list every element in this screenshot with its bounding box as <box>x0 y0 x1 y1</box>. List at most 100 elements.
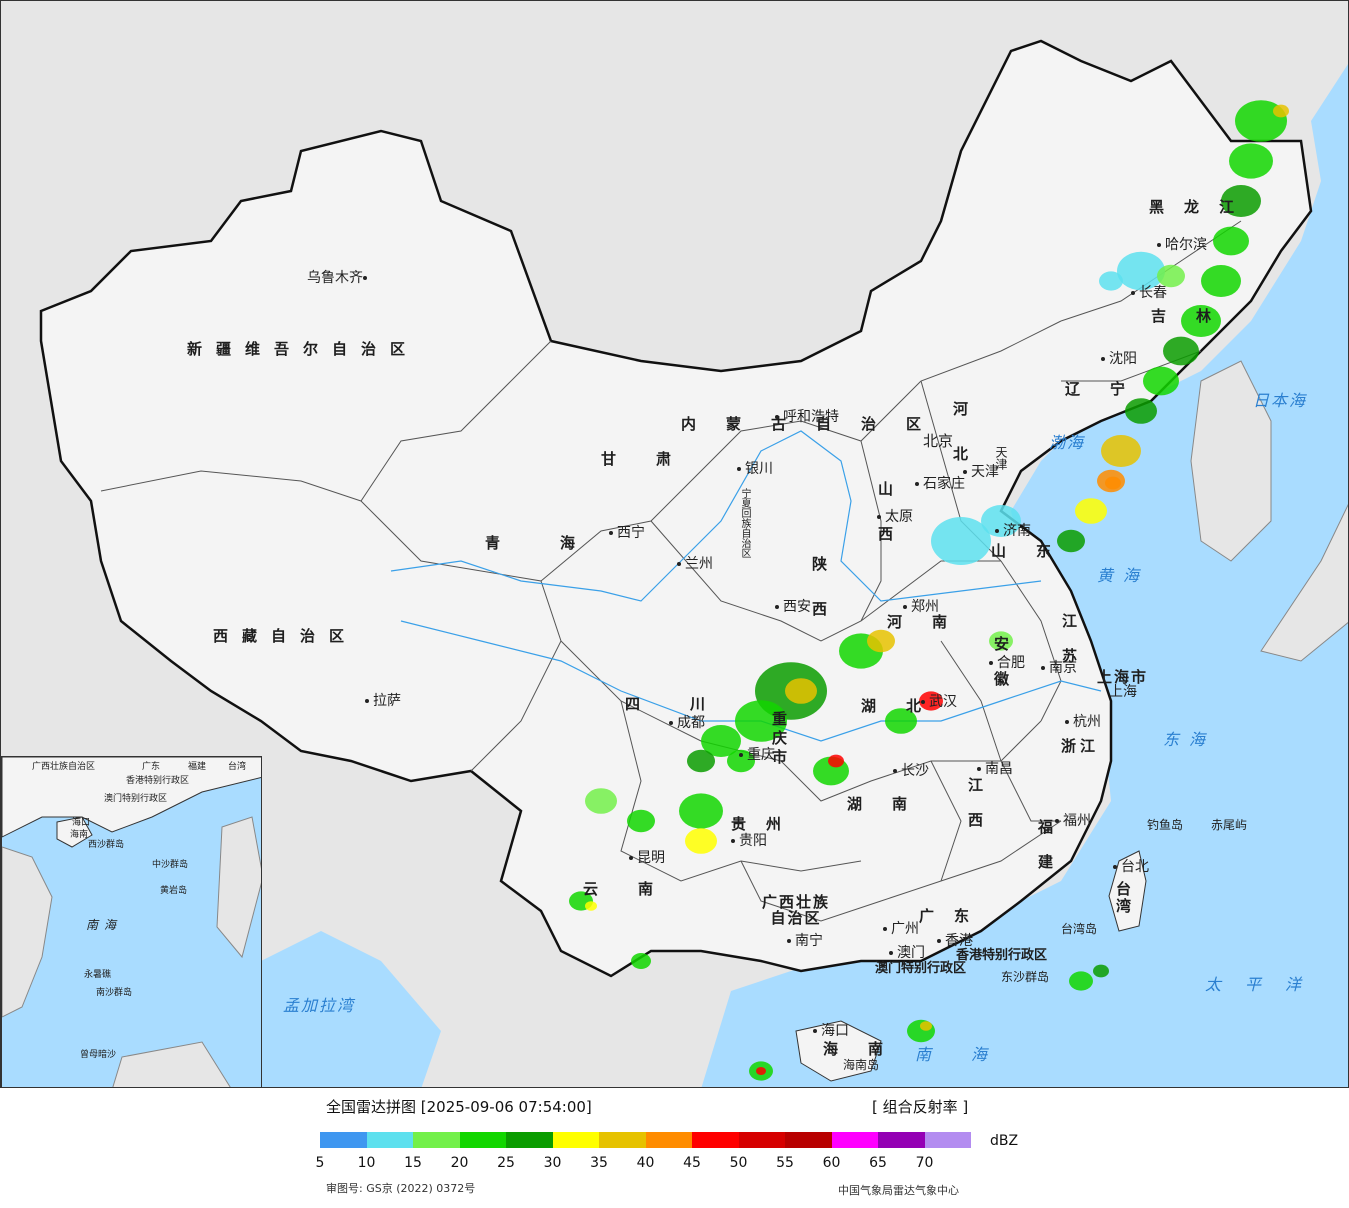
radar-echo <box>631 953 651 969</box>
radar-echo <box>1273 104 1289 118</box>
city-label: 广州 <box>883 921 919 937</box>
legend-tick: 55 <box>776 1155 794 1171</box>
city-label: 昆明 <box>629 850 665 866</box>
region-label: 广东 <box>919 907 990 925</box>
city-label: 合肥 <box>989 655 1025 671</box>
legend-swatch <box>320 1132 367 1148</box>
inset-label: 广西壮族自治区 <box>32 762 96 772</box>
city-label: 哈尔滨 <box>1157 237 1207 253</box>
sea-label: 太平洋 <box>1205 975 1326 994</box>
radar-echo <box>1163 336 1199 366</box>
legend-tick: 60 <box>822 1155 841 1171</box>
radar-echo <box>1201 265 1241 297</box>
region-label: 香港特别行政区 <box>956 948 1048 963</box>
city-label: 太原 <box>877 509 913 525</box>
legend-tick: 25 <box>497 1155 515 1171</box>
legend-tick: 40 <box>636 1155 655 1171</box>
city-label: 银川 <box>737 461 773 477</box>
city-label: 福州 <box>1055 813 1091 829</box>
legend-swatch <box>506 1132 553 1148</box>
sea-label: 黄海 <box>1097 566 1150 585</box>
city-label: 武汉 <box>921 694 957 710</box>
radar-echo <box>920 1021 932 1031</box>
island-label: 钓鱼岛 <box>1147 818 1184 832</box>
legend-tick: 45 <box>683 1155 701 1171</box>
radar-echo <box>627 809 655 833</box>
city-label: 重庆 <box>739 747 775 763</box>
island-label: 东沙群岛 <box>1001 970 1050 984</box>
city-label: 上海 <box>1109 684 1137 700</box>
inset-land <box>2 757 261 838</box>
radar-echo <box>828 754 844 768</box>
inset-label: 台湾 <box>228 762 247 772</box>
radar-echo <box>687 749 715 773</box>
radar-echo <box>1075 498 1107 524</box>
radar-echo <box>1117 251 1165 291</box>
inset-canvas <box>2 757 261 1087</box>
region-label: 山西 <box>876 481 894 571</box>
city-label: 南京 <box>1041 660 1077 676</box>
radar-map[interactable]: 新疆维吾尔自治区 西藏自治区 青海 甘肃 内蒙古自治区 黑龙江 吉林 辽宁 河北… <box>0 0 1349 1088</box>
legend-tick: 35 <box>590 1155 608 1171</box>
radar-echo <box>1057 529 1085 553</box>
radar-echoes <box>569 100 1289 1081</box>
inset-label: 海南 <box>70 830 89 840</box>
region-label: 吉林 <box>1151 307 1242 325</box>
city-label: 台北 <box>1113 859 1149 875</box>
radar-echo <box>1143 366 1179 396</box>
region-label: 广西壮族自治区 <box>761 893 830 927</box>
inset-label: 香港特别行政区 <box>126 776 190 786</box>
inset-label: 永暑礁 <box>84 970 112 980</box>
legend-tick: 65 <box>869 1155 887 1171</box>
inset-borneo <box>112 1041 231 1087</box>
radar-echo <box>1069 971 1093 991</box>
island-label: 台湾岛 <box>1061 922 1098 936</box>
region-label: 福建 <box>1036 819 1054 889</box>
city-label: 成都 <box>669 715 705 731</box>
radar-echo <box>1093 964 1109 978</box>
region-label: 宁夏回族自治区 <box>739 488 750 558</box>
region-label: 黑龙江 <box>1149 198 1255 216</box>
legend-swatch <box>878 1132 925 1148</box>
radar-echo <box>585 901 597 911</box>
sea-label: 日本海 <box>1253 391 1308 410</box>
city-label: 天津 <box>963 464 999 480</box>
region-label: 山东 <box>991 542 1082 560</box>
inset-label: 西沙群岛 <box>88 840 125 850</box>
region-label: 西藏自治区 <box>213 627 359 645</box>
inset-label: 黄岩岛 <box>160 886 188 896</box>
inset-hainan <box>56 816 93 848</box>
region-label: 湖南 <box>847 795 938 813</box>
sea-label: 孟加拉湾 <box>283 996 356 1015</box>
city-label: 香港 <box>937 933 973 949</box>
city-label: 南宁 <box>787 933 823 949</box>
radar-echo <box>701 725 741 757</box>
legend-swatch <box>785 1132 832 1148</box>
city-label: 沈阳 <box>1101 351 1137 367</box>
legend-tick: 15 <box>404 1155 422 1171</box>
island-label: 海南岛 <box>843 1058 880 1072</box>
city-label: 郑州 <box>903 599 939 615</box>
legend-unit: dBZ <box>990 1133 1019 1149</box>
island-label: 赤尾屿 <box>1211 818 1248 832</box>
region-label: 陕西 <box>810 556 828 646</box>
region-label: 澳门特别行政区 <box>875 961 967 976</box>
sea-label: 南海 <box>915 1045 1028 1064</box>
legend-tick: 5 <box>315 1155 325 1171</box>
city-label: 拉萨 <box>365 693 401 709</box>
inset-label: 南沙群岛 <box>96 988 133 998</box>
sea-label: 东海 <box>1163 730 1216 749</box>
radar-echo <box>1157 264 1185 288</box>
radar-echo <box>931 517 991 565</box>
legend-tick: 20 <box>450 1155 469 1171</box>
region-label: 四川 <box>625 695 756 713</box>
legend-swatch <box>831 1132 878 1148</box>
region-label: 云南 <box>583 880 694 898</box>
city-label: 兰州 <box>677 556 713 572</box>
inset-label: 曾母暗沙 <box>80 1050 117 1060</box>
radar-echo <box>1099 271 1123 291</box>
radar-echo <box>685 828 717 854</box>
region-label: 辽宁 <box>1065 380 1156 398</box>
city-label: 呼和浩特 <box>775 409 839 425</box>
